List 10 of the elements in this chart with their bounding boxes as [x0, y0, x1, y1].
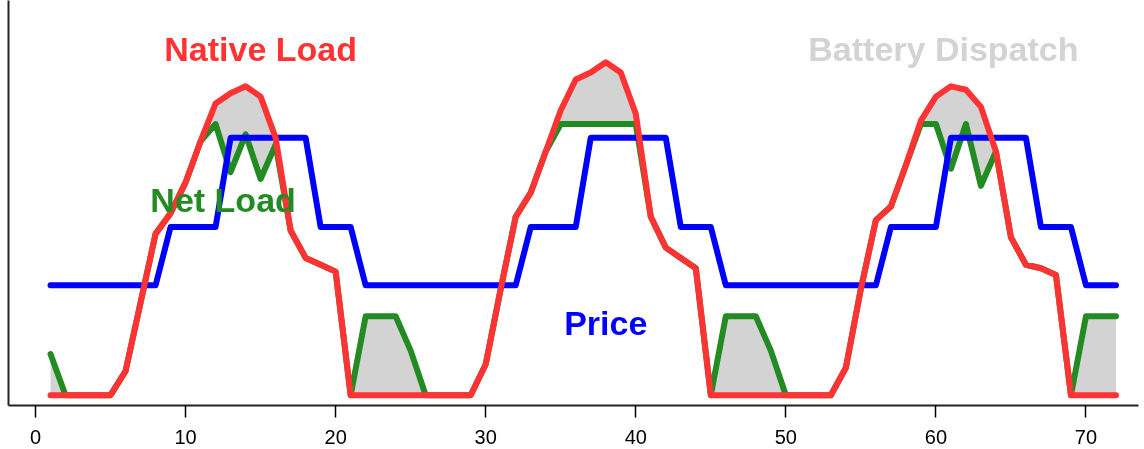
x-tick-label: 50	[774, 425, 797, 448]
x-tick-label: 30	[474, 425, 497, 448]
x-tick-label: 60	[924, 425, 948, 448]
x-tick-label: 10	[174, 425, 197, 448]
x-tick-label: 70	[1074, 425, 1098, 448]
x-tick-label: 20	[324, 425, 347, 448]
x-tick-label: 0	[29, 425, 42, 448]
x-tick-label: 40	[624, 425, 647, 448]
series-label: Native Load	[164, 29, 357, 68]
series-label: Price	[564, 304, 648, 343]
